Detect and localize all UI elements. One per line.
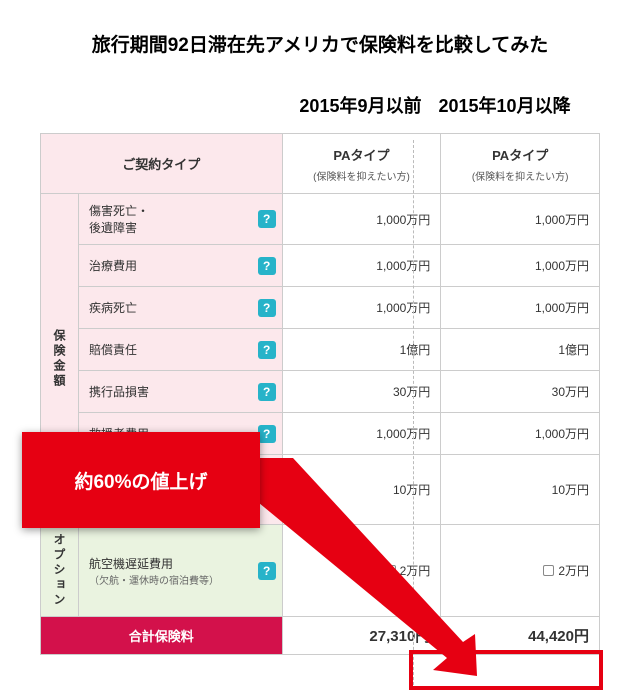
cell-value-checkbox[interactable]: 2万円 xyxy=(282,525,441,617)
header-plan-after: PAタイプ (保険料を抑えたい方) xyxy=(441,134,600,194)
help-icon[interactable]: ? xyxy=(258,562,276,580)
period-after: 2015年10月以降 xyxy=(439,96,571,116)
label-text: 携行品損害 xyxy=(89,385,149,399)
highlight-box xyxy=(409,650,603,690)
cell-value: 1,000万円 xyxy=(282,287,441,329)
help-icon[interactable]: ? xyxy=(258,257,276,275)
plan-sub: (保険料を抑えたい方) xyxy=(451,168,589,183)
cell-value: 1,000万円 xyxy=(441,413,600,455)
cell-value: 1,000万円 xyxy=(441,194,600,245)
total-before: 27,310円 xyxy=(282,617,441,655)
header-contract-type: ご契約タイプ xyxy=(41,134,283,194)
label-text: 航空機遅延費用 xyxy=(89,557,173,571)
cell-value-checkbox[interactable]: 2万円 xyxy=(441,525,600,617)
row-label: 治療費用? xyxy=(79,245,283,287)
label-text: 疾病死亡 xyxy=(89,301,137,315)
cell-value: 1億円 xyxy=(441,329,600,371)
help-icon[interactable]: ? xyxy=(258,425,276,443)
label-sub: （欠航・運休時の宿泊費等） xyxy=(89,572,272,587)
checkbox-icon[interactable] xyxy=(385,565,396,576)
cell-value: 1,000万円 xyxy=(282,245,441,287)
label-text: 傷害死亡・ 後遺障害 xyxy=(89,204,149,235)
plan-name: PAタイプ xyxy=(333,148,389,163)
cell-value: 10万円 xyxy=(441,455,600,525)
comparison-table: ご契約タイプ PAタイプ (保険料を抑えたい方) PAタイプ (保険料を抑えたい… xyxy=(40,133,600,655)
cell-text: 2万円 xyxy=(400,564,431,578)
total-label: 合計保険料 xyxy=(41,617,283,655)
plan-sub: (保険料を抑えたい方) xyxy=(293,168,431,183)
total-after: 44,420円 xyxy=(441,617,600,655)
row-label: 賠償責任? xyxy=(79,329,283,371)
label-text: 賠償責任 xyxy=(89,343,137,357)
header-plan-before: PAタイプ (保険料を抑えたい方) xyxy=(282,134,441,194)
row-label: 携行品損害? xyxy=(79,371,283,413)
period-labels: 2015年9月以前 2015年10月以降 xyxy=(0,72,640,133)
help-icon[interactable]: ? xyxy=(258,341,276,359)
row-label-option: 航空機遅延費用 （欠航・運休時の宿泊費等） ? xyxy=(79,525,283,617)
plan-name: PAタイプ xyxy=(492,148,548,163)
help-icon[interactable]: ? xyxy=(258,210,276,228)
cell-value: 10万円 xyxy=(282,455,441,525)
page-title: 旅行期間92日滞在先アメリカで保険料を比較してみた xyxy=(0,0,640,72)
label-text: 治療費用 xyxy=(89,259,137,273)
cell-value: 1,000万円 xyxy=(441,287,600,329)
callout-badge: 約60%の値上げ xyxy=(22,432,260,528)
cell-value: 1,000万円 xyxy=(282,194,441,245)
period-before: 2015年9月以前 xyxy=(299,96,421,116)
row-label: 疾病死亡? xyxy=(79,287,283,329)
cell-value: 30万円 xyxy=(441,371,600,413)
cell-text: 2万円 xyxy=(558,564,589,578)
cell-value: 1,000万円 xyxy=(441,245,600,287)
cell-value: 1億円 xyxy=(282,329,441,371)
category-option: オプション xyxy=(41,525,79,617)
cell-value: 1,000万円 xyxy=(282,413,441,455)
help-icon[interactable]: ? xyxy=(258,299,276,317)
cell-value: 30万円 xyxy=(282,371,441,413)
help-icon[interactable]: ? xyxy=(258,383,276,401)
row-label: 傷害死亡・ 後遺障害? xyxy=(79,194,283,245)
checkbox-icon[interactable] xyxy=(543,565,554,576)
